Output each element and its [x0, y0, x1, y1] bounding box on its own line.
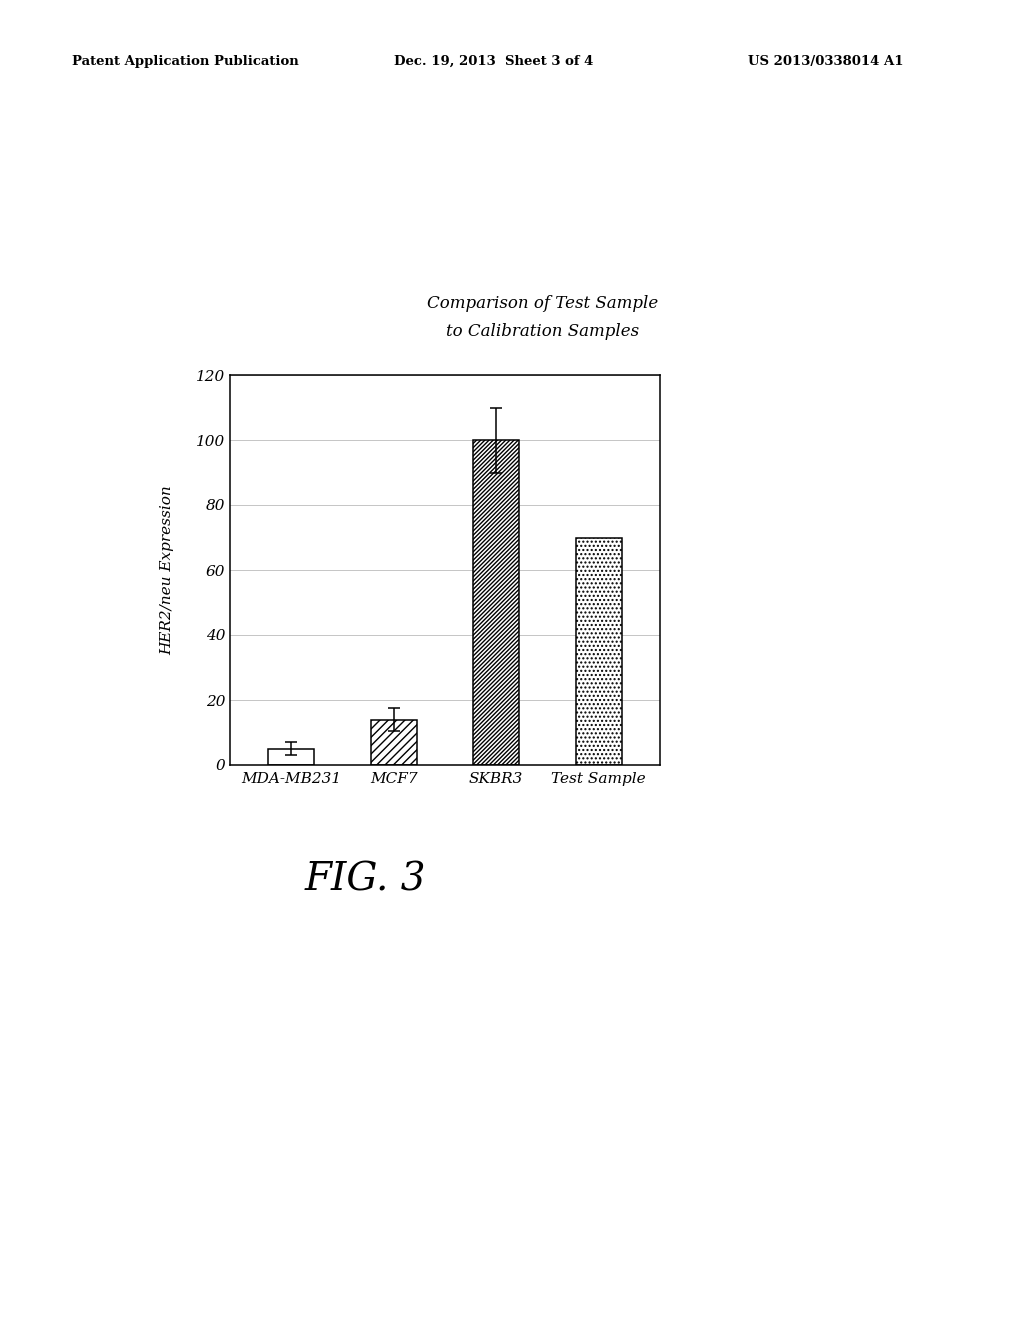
- Text: Dec. 19, 2013  Sheet 3 of 4: Dec. 19, 2013 Sheet 3 of 4: [394, 55, 594, 69]
- Y-axis label: HER2/neu Expression: HER2/neu Expression: [160, 486, 174, 655]
- Bar: [575, 537, 622, 766]
- Bar: [268, 748, 314, 766]
- Bar: [473, 440, 519, 766]
- Text: Patent Application Publication: Patent Application Publication: [72, 55, 298, 69]
- Text: Comparison of Test Sample: Comparison of Test Sample: [427, 294, 658, 312]
- Text: to Calibration Samples: to Calibration Samples: [446, 323, 639, 341]
- Text: FIG. 3: FIG. 3: [304, 862, 426, 899]
- Bar: [371, 719, 417, 766]
- Text: US 2013/0338014 A1: US 2013/0338014 A1: [748, 55, 903, 69]
